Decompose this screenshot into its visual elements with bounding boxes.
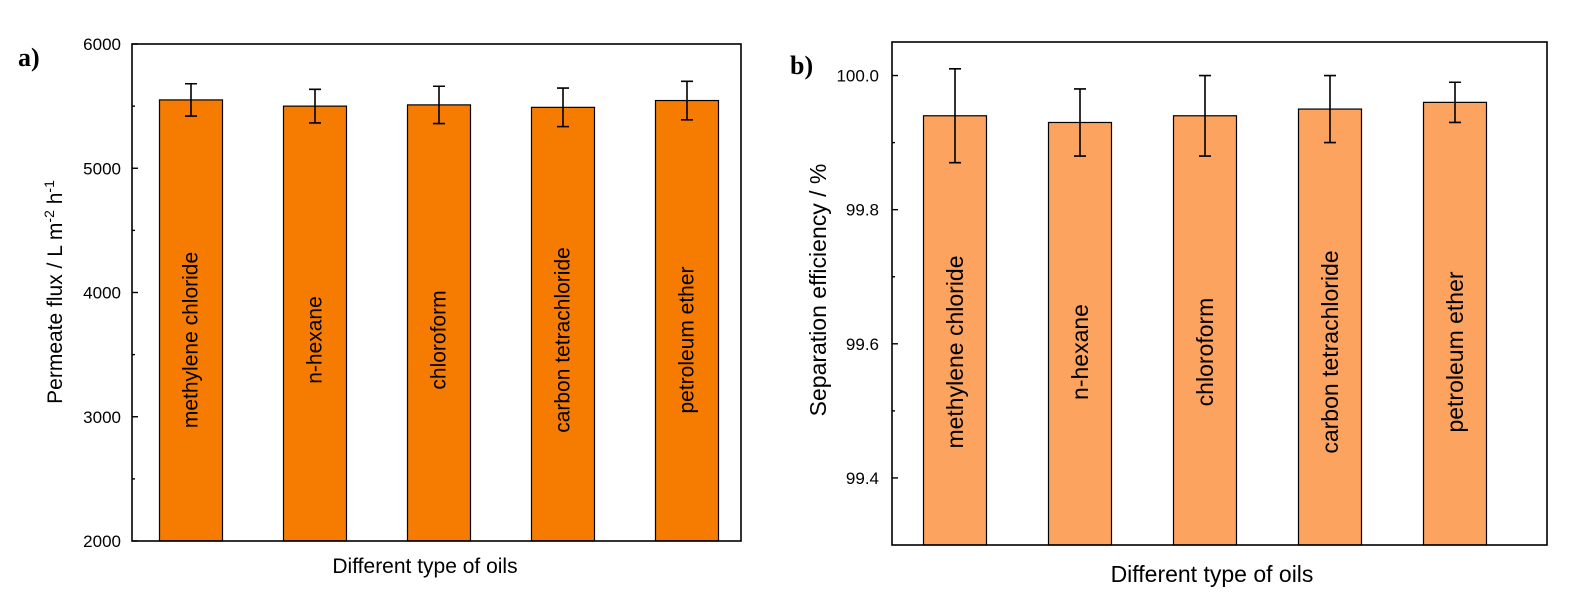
panel-b-bar-2	[1047, 121, 1113, 546]
panel-b-bar-label-4: carbon tetrachloride	[1317, 250, 1343, 453]
panel-a-ylabel-sup2: -1	[41, 180, 57, 193]
panel-a-ylabel: Permeate flux / L m-2 h-1	[41, 180, 67, 404]
panel-b-errorbar-2	[1074, 88, 1086, 157]
panel-a-errorbar-1	[185, 82, 197, 117]
panel-a-bar-2	[282, 105, 348, 542]
panel-a-xlabel: Different type of oils	[332, 555, 517, 578]
panel-a-ytick-label-1: 2000	[83, 532, 121, 551]
panel-a-bar-label-3: chloroform	[428, 290, 451, 389]
panel-a-ylabel-main: Permeate flux / L m	[44, 223, 67, 404]
panel-a: a) methylene chloride n-hexane chloroform c…	[18, 35, 742, 578]
panel-a-errorbar-5	[681, 80, 693, 121]
panel-a-ytick-label-5: 6000	[83, 35, 121, 54]
panel-a-ytick-label-3: 4000	[83, 284, 121, 303]
panel-b: b) methylene chloride n-hexane chloroform c…	[790, 41, 1548, 587]
panel-a-bar-5	[654, 99, 720, 542]
panel-a-ytick-label-2: 3000	[83, 408, 121, 427]
panel-a-bar-label-2: n-hexane	[304, 296, 327, 384]
panel-b-letter: b)	[790, 51, 813, 80]
panel-a-errorbar-2	[309, 88, 321, 124]
panel-a-bar-label-1: methylene chloride	[180, 252, 203, 428]
panel-b-ytick-label-2: 99.6	[846, 335, 879, 354]
panel-a-bar-1	[158, 99, 224, 542]
panel-b-errorbar-4	[1324, 74, 1336, 144]
panel-a-ylabel-sup1: -2	[41, 210, 57, 223]
panel-b-ytick-label-4: 100.0	[836, 67, 879, 86]
panel-b-ylabel: Separation efficiency / %	[805, 164, 831, 417]
panel-b-bar-4	[1297, 108, 1363, 546]
panel-b-bar-1	[922, 115, 988, 546]
panel-a-letter: a)	[18, 43, 40, 72]
panel-b-ytick-label-1: 99.4	[846, 469, 879, 488]
panel-b-xlabel: Different type of oils	[1111, 561, 1314, 587]
panel-b-errorbar-5	[1449, 81, 1461, 124]
panel-b-bar-3	[1172, 115, 1238, 546]
panel-a-ytick-label-4: 5000	[83, 159, 121, 178]
panel-b-errorbar-3	[1199, 74, 1211, 157]
panel-b-bar-label-1: methylene chloride	[942, 255, 968, 448]
panel-b-bar-label-3: chloroform	[1192, 298, 1218, 407]
panel-b-errorbar-1	[949, 68, 961, 164]
panel-b-ytick-label-3: 99.8	[846, 201, 879, 220]
panel-b-bar-label-5: petroleum ether	[1442, 271, 1468, 432]
panel-a-ylabel-mid: h	[44, 193, 67, 211]
panel-a-errorbar-3	[433, 85, 445, 125]
panel-a-bar-label-4: carbon tetrachloride	[552, 247, 575, 433]
panel-a-bar-4	[530, 106, 596, 542]
panel-a-errorbar-4	[557, 87, 569, 128]
panel-b-bar-label-2: n-hexane	[1067, 304, 1093, 400]
panel-a-bar-label-5: petroleum ether	[676, 266, 699, 413]
panel-b-axes	[891, 41, 1548, 546]
